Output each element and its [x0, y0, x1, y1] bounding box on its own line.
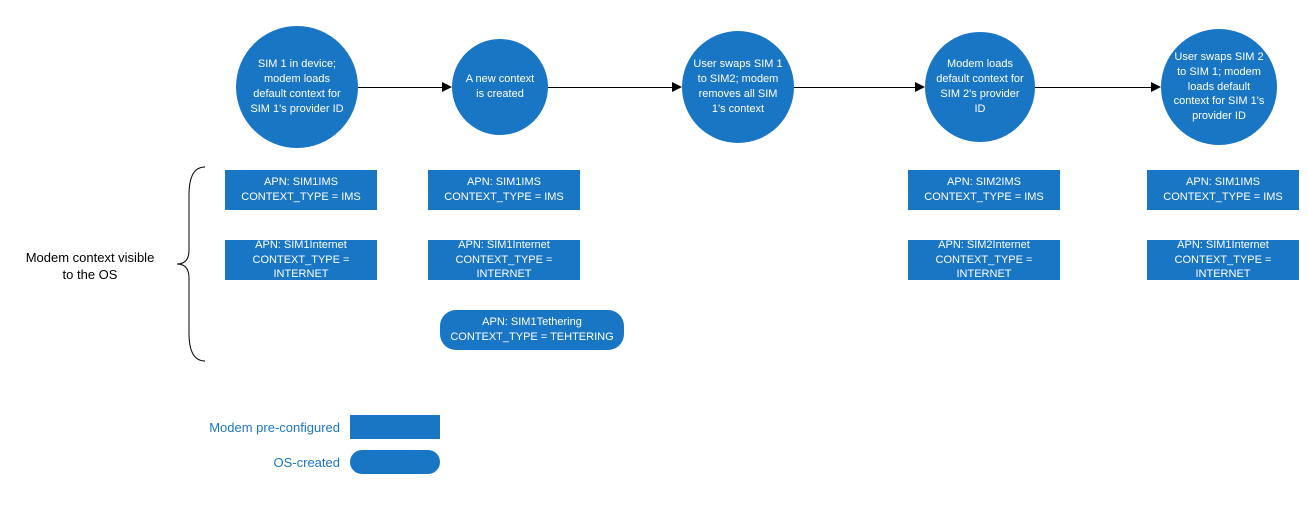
flow-node-4: Modem loads default context for SIM 2's …	[925, 32, 1035, 142]
arrow-4	[1035, 87, 1153, 88]
context-type: CONTEXT_TYPE = IMS	[1163, 190, 1283, 205]
context-type: CONTEXT_TYPE = IMS	[241, 190, 361, 205]
side-label-line1: Modem context visible	[26, 250, 155, 265]
side-label-line2: to the OS	[63, 267, 118, 282]
flow-node-5: User swaps SIM 2 to SIM 1; modem loads d…	[1161, 29, 1277, 145]
context-box-5: APN: SIM2IMSCONTEXT_TYPE = IMS	[908, 170, 1060, 210]
context-apn: APN: SIM1IMS	[1186, 175, 1260, 190]
flow-node-label: SIM 1 in device; modem loads default con…	[246, 57, 348, 116]
context-apn: APN: SIM1Internet	[255, 238, 347, 253]
flow-node-3: User swaps SIM 1 to SIM2; modem removes …	[682, 31, 794, 143]
side-label: Modem context visible to the OS	[10, 250, 170, 284]
flow-node-label: User swaps SIM 1 to SIM2; modem removes …	[692, 57, 784, 116]
arrow-head-4	[1151, 82, 1161, 92]
context-apn: APN: SIM1IMS	[467, 175, 541, 190]
context-type: CONTEXT_TYPE = INTERNET	[231, 253, 371, 283]
legend-preconfigured-swatch	[350, 415, 440, 439]
legend-preconfigured-label: Modem pre-configured	[150, 420, 340, 435]
flow-node-1: SIM 1 in device; modem loads default con…	[236, 26, 358, 148]
context-type: CONTEXT_TYPE = TEHTERING	[450, 330, 613, 345]
context-type: CONTEXT_TYPE = IMS	[444, 190, 564, 205]
arrow-head-2	[672, 82, 682, 92]
context-type: CONTEXT_TYPE = INTERNET	[1153, 253, 1293, 283]
legend-oscreated-label: OS-created	[150, 455, 340, 470]
legend-oscreated-swatch	[350, 450, 440, 474]
flow-node-label: Modem loads default context for SIM 2's …	[935, 57, 1025, 116]
context-apn: APN: SIM2Internet	[938, 238, 1030, 253]
context-apn: APN: SIM1Internet	[1177, 238, 1269, 253]
context-box-3: APN: SIM1IMSCONTEXT_TYPE = IMS	[428, 170, 580, 210]
context-box-2: APN: SIM1InternetCONTEXT_TYPE = INTERNET	[225, 240, 377, 280]
arrow-head-1	[442, 82, 452, 92]
flow-node-label: User swaps SIM 2 to SIM 1; modem loads d…	[1171, 50, 1267, 124]
flow-node-label: A new context is created	[462, 72, 538, 102]
context-apn: APN: SIM2IMS	[947, 175, 1021, 190]
context-box-7: APN: SIM1IMSCONTEXT_TYPE = IMS	[1147, 170, 1299, 210]
arrow-1	[358, 87, 444, 88]
context-type: CONTEXT_TYPE = INTERNET	[914, 253, 1054, 283]
arrow-2	[548, 87, 674, 88]
context-box-4: APN: SIM1InternetCONTEXT_TYPE = INTERNET	[428, 240, 580, 280]
context-box-rounded-1: APN: SIM1TetheringCONTEXT_TYPE = TEHTERI…	[440, 310, 624, 350]
context-type: CONTEXT_TYPE = INTERNET	[434, 253, 574, 283]
context-apn: APN: SIM1Internet	[458, 238, 550, 253]
arrow-3	[794, 87, 917, 88]
brace	[175, 165, 215, 365]
flow-node-2: A new context is created	[452, 39, 548, 135]
context-apn: APN: SIM1IMS	[264, 175, 338, 190]
context-apn: APN: SIM1Tethering	[482, 315, 582, 330]
context-box-1: APN: SIM1IMSCONTEXT_TYPE = IMS	[225, 170, 377, 210]
context-box-6: APN: SIM2InternetCONTEXT_TYPE = INTERNET	[908, 240, 1060, 280]
context-type: CONTEXT_TYPE = IMS	[924, 190, 1044, 205]
context-box-8: APN: SIM1InternetCONTEXT_TYPE = INTERNET	[1147, 240, 1299, 280]
arrow-head-3	[915, 82, 925, 92]
